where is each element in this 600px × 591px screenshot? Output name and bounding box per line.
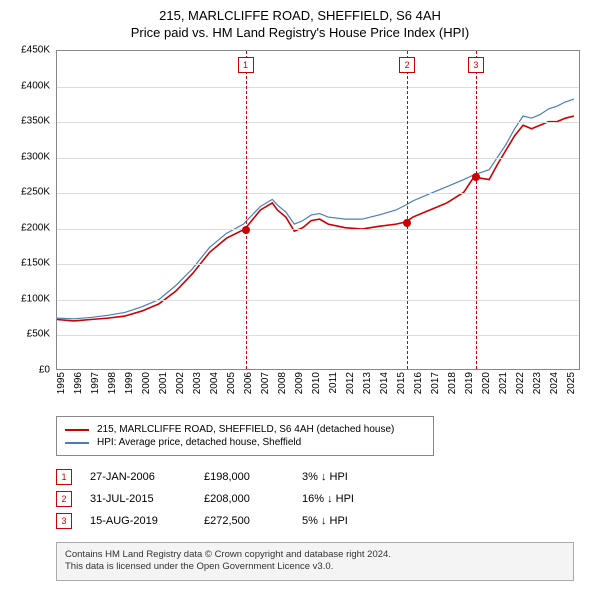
event-date: 15-AUG-2019 <box>90 515 186 527</box>
plot-region: 1 2 3 <box>56 50 580 370</box>
x-tick-label: 1999 <box>124 372 135 394</box>
x-tick-label: 2002 <box>175 372 186 394</box>
footer-line-1: Contains HM Land Registry data © Crown c… <box>65 549 565 561</box>
x-tick-label: 2003 <box>192 372 203 394</box>
x-axis-labels: 1995 1996 1997 1998 1999 2000 2001 2002 2003 2004… <box>56 372 580 410</box>
x-tick-label: 2012 <box>345 372 356 394</box>
legend-swatch-hpi <box>65 442 89 444</box>
x-tick-label: 2007 <box>260 372 271 394</box>
event-vline <box>407 51 408 369</box>
event-dot <box>242 226 250 234</box>
event-price: £208,000 <box>204 493 284 505</box>
y-tick-label: £400K <box>21 80 50 91</box>
event-vline <box>246 51 247 369</box>
y-tick-label: £150K <box>21 258 50 269</box>
y-tick-label: £300K <box>21 151 50 162</box>
event-row: 2 31-JUL-2015 £208,000 16% ↓ HPI <box>56 488 590 510</box>
event-diff: 16% ↓ HPI <box>302 493 392 505</box>
y-tick-label: £200K <box>21 222 50 233</box>
x-tick-label: 2005 <box>226 372 237 394</box>
events-table: 1 27-JAN-2006 £198,000 3% ↓ HPI 2 31-JUL-2015… <box>56 466 590 532</box>
x-tick-label: 2022 <box>515 372 526 394</box>
line-series-svg <box>57 51 579 369</box>
event-row: 1 27-JAN-2006 £198,000 3% ↓ HPI <box>56 466 590 488</box>
event-dot <box>472 173 480 181</box>
x-tick-label: 2025 <box>566 372 577 394</box>
y-axis-labels: £0£50K£100K£150K£200K£250K£300K£350K£400… <box>10 50 52 370</box>
y-tick-label: £450K <box>21 45 50 56</box>
event-number: 3 <box>56 513 72 529</box>
legend-label-hpi: HPI: Average price, detached house, Shef… <box>97 437 301 448</box>
event-row: 3 15-AUG-2019 £272,500 5% ↓ HPI <box>56 510 590 532</box>
series-prop <box>57 116 574 321</box>
x-tick-label: 2004 <box>209 372 220 394</box>
legend-label-prop: 215, MARLCLIFFE ROAD, SHEFFIELD, S6 4AH … <box>97 424 394 435</box>
x-tick-label: 2014 <box>379 372 390 394</box>
x-tick-label: 2006 <box>243 372 254 394</box>
chart-area: £0 £50K £100K £150K £200K £250K £300K £350K £400… <box>10 50 590 410</box>
x-tick-label: 2024 <box>549 372 560 394</box>
legend-item-prop: 215, MARLCLIFFE ROAD, SHEFFIELD, S6 4AH … <box>65 423 425 436</box>
y-tick-label: £350K <box>21 116 50 127</box>
event-diff: 3% ↓ HPI <box>302 471 392 483</box>
x-tick-label: 2020 <box>481 372 492 394</box>
event-vline <box>476 51 477 369</box>
x-tick-label: 1995 <box>56 372 67 394</box>
x-tick-label: 2008 <box>277 372 288 394</box>
x-tick-label: 2015 <box>396 372 407 394</box>
x-tick-label: 2009 <box>294 372 305 394</box>
x-tick-label: 2023 <box>532 372 543 394</box>
event-diff: 5% ↓ HPI <box>302 515 392 527</box>
y-tick-label: £0 <box>39 365 50 376</box>
x-tick-label: 1996 <box>73 372 84 394</box>
x-tick-label: 2017 <box>430 372 441 394</box>
series-hpi <box>57 99 574 319</box>
x-tick-label: 2001 <box>158 372 169 394</box>
y-tick-label: £250K <box>21 187 50 198</box>
x-tick-label: 2018 <box>447 372 458 394</box>
y-tick-label: £50K <box>27 329 50 340</box>
x-tick-label: 2016 <box>413 372 424 394</box>
x-tick-label: 2013 <box>362 372 373 394</box>
x-tick-label: 2011 <box>328 372 339 394</box>
event-dot <box>403 219 411 227</box>
event-price: £198,000 <box>204 471 284 483</box>
y-tick-label: £100K <box>21 293 50 304</box>
footer-line-2: This data is licensed under the Open Gov… <box>65 561 565 573</box>
x-tick-label: 2000 <box>141 372 152 394</box>
event-number: 1 <box>56 469 72 485</box>
attribution-footer: Contains HM Land Registry data © Crown c… <box>56 542 574 581</box>
x-tick-label: 2010 <box>311 372 322 394</box>
event-price: £272,500 <box>204 515 284 527</box>
event-number: 2 <box>56 491 72 507</box>
x-tick-label: 1997 <box>90 372 101 394</box>
chart-title: 215, MARLCLIFFE ROAD, SHEFFIELD, S6 4AH <box>10 8 590 23</box>
event-marker-box: 3 <box>468 57 484 73</box>
x-tick-label: 2019 <box>464 372 475 394</box>
legend-swatch-prop <box>65 429 89 431</box>
event-marker-box: 2 <box>399 57 415 73</box>
chart-subtitle: Price paid vs. HM Land Registry's House … <box>10 25 590 40</box>
event-date: 31-JUL-2015 <box>90 493 186 505</box>
event-date: 27-JAN-2006 <box>90 471 186 483</box>
legend: 215, MARLCLIFFE ROAD, SHEFFIELD, S6 4AH … <box>56 416 434 456</box>
legend-item-hpi: HPI: Average price, detached house, Shef… <box>65 436 425 449</box>
event-marker-box: 1 <box>238 57 254 73</box>
x-tick-label: 2021 <box>498 372 509 394</box>
x-tick-label: 1998 <box>107 372 118 394</box>
